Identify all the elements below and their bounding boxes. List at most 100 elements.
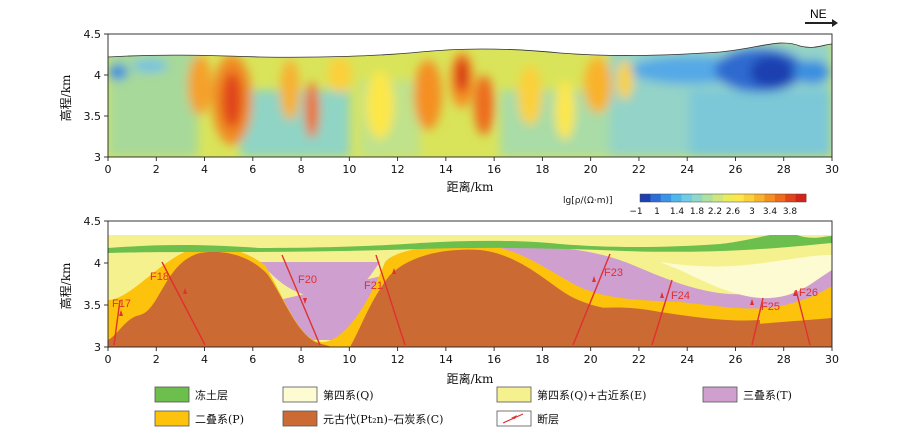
legend-item: 断层	[496, 410, 559, 427]
top-axes-frame	[107, 33, 833, 158]
fault-label-f23: F23	[604, 267, 623, 279]
legend-label: 元古代(Pt₂n)–石炭系(C)	[323, 413, 443, 426]
fault-line-f21	[375, 254, 406, 346]
y-tick-label: 4.5	[84, 215, 102, 228]
fault-label-f17: F17	[112, 298, 131, 310]
x-tick-label: 14	[439, 163, 453, 176]
legend-item: 二叠系(P)	[154, 410, 244, 427]
slip-arrow-icon	[392, 268, 396, 274]
legend: 冻土层 第四系(Q) 第四系(Q)+古近系(E) 三叠系(T) 二叠系(P) 元古代(Pt…	[154, 386, 792, 427]
slip-arrows	[119, 268, 797, 316]
colorbar-tick-label: 3.4	[763, 207, 778, 217]
x-tick-label: 4	[201, 353, 208, 366]
unit-pre-2	[350, 249, 832, 347]
slip-arrow-icon	[303, 298, 307, 304]
legend-label: 三叠系(T)	[743, 389, 792, 402]
slip-arrow-icon	[119, 310, 123, 316]
x-tick-label: 30	[825, 163, 839, 176]
legend-label: 第四系(Q)	[323, 388, 374, 402]
colorbar-swatch	[691, 194, 703, 202]
legend-label: 二叠系(P)	[195, 413, 244, 426]
colorbar-tick-label: 1.4	[670, 207, 685, 217]
unit-frozen-soil	[108, 235, 832, 253]
x-tick-label: 12	[391, 163, 405, 176]
x-tick-label: 28	[777, 163, 791, 176]
legend-swatch	[282, 410, 318, 427]
bottom-y-axis-label: 高程/km	[58, 262, 73, 309]
colorbar-tick-label: 1	[654, 207, 660, 217]
x-tick-label: 22	[632, 163, 646, 176]
legend-swatch	[702, 386, 738, 403]
colorbar-tick-label: −1	[629, 207, 642, 217]
resistivity-panel: 33.544.5 0 2 4 6 8 10 12 14 16 18 20 22 24 26 28 30 高程/…	[58, 28, 839, 194]
legend-label: 冻土层	[195, 388, 228, 402]
fault-line-f25	[751, 297, 764, 346]
top-x-axis-label: 距离/km	[447, 179, 494, 194]
x-tick-label: 8	[298, 353, 305, 366]
colorbar-swatches	[639, 193, 807, 203]
unit-pre-3	[570, 307, 760, 347]
colorbar-swatch	[712, 194, 724, 202]
colorbar-swatch	[764, 194, 776, 202]
colorbar-swatch	[743, 194, 755, 202]
x-tick-label: 24	[680, 353, 694, 366]
direction-arrow-icon	[805, 19, 838, 27]
legend-item: 冻土层	[154, 386, 228, 403]
fault-label-f25: F25	[761, 301, 780, 313]
colorbar-tick-label: 2.2	[708, 207, 722, 217]
y-tick-label: 4.5	[84, 28, 102, 41]
legend-swatch	[154, 386, 190, 403]
x-tick-label: 30	[825, 353, 839, 366]
x-tick-label: 10	[342, 353, 356, 366]
legend-swatch	[282, 386, 318, 403]
fault-label-f24: F24	[671, 290, 690, 302]
faults	[113, 253, 811, 346]
legend-item: 第四系(Q)+古近系(E)	[496, 386, 646, 403]
fault-label-f21: F21	[364, 280, 383, 292]
geology-panel: F17 F18 F20 F21 F23 F24 F25 F26 3 3.5 4 4.5…	[58, 215, 839, 386]
x-tick-label: 16	[487, 353, 501, 366]
x-tick-label: 28	[777, 353, 791, 366]
slip-arrow-icon	[183, 288, 187, 294]
fault-line-f20	[281, 254, 321, 346]
legend-label: 断层	[537, 412, 559, 426]
colorbar-swatch	[733, 194, 745, 202]
fault-line-f24	[651, 279, 673, 346]
direction-label: NE	[810, 7, 827, 21]
colorbar-swatch	[681, 194, 693, 202]
slip-arrow-icon	[592, 276, 596, 282]
top-y-ticks: 3 3.5 4 4.5	[84, 28, 108, 164]
colorbar-swatch	[650, 194, 662, 202]
y-tick-label: 4	[94, 69, 101, 82]
colorbar-swatch	[723, 194, 734, 202]
colorbar-swatch	[660, 194, 672, 202]
colorbar-swatch	[785, 194, 797, 202]
fault-line-f17	[113, 299, 121, 346]
colorbar-swatch	[754, 194, 765, 202]
topography-line	[107, 42, 833, 58]
x-tick-label: 6	[249, 163, 256, 176]
fault-line-f18	[161, 261, 206, 346]
colorbar-swatch	[671, 194, 682, 202]
fault-line-f23	[572, 253, 611, 346]
fault-arrow-icon	[511, 415, 517, 419]
x-tick-label: 0	[105, 163, 112, 176]
x-tick-label: 8	[298, 163, 305, 176]
fault-label-f18: F18	[150, 271, 169, 283]
x-tick-label: 20	[584, 163, 598, 176]
colorbar-swatch	[640, 194, 651, 202]
colorbar-frame	[639, 193, 807, 203]
x-tick-label: 6	[249, 353, 256, 366]
top-y-axis-label: 高程/km	[58, 74, 73, 121]
legend-item: 三叠系(T)	[702, 386, 792, 403]
y-tick-label: 3	[94, 341, 101, 354]
x-tick-label: 10	[342, 163, 356, 176]
x-tick-label: 24	[680, 163, 694, 176]
x-tick-label: 14	[439, 353, 453, 366]
x-tick-label: 22	[632, 353, 646, 366]
resistivity-field	[108, 42, 832, 157]
x-tick-label: 2	[153, 353, 160, 366]
bottom-axes-frame	[107, 220, 833, 348]
colorbar-tick-label: 1.8	[690, 207, 705, 217]
legend-item: 第四系(Q)	[282, 386, 374, 403]
